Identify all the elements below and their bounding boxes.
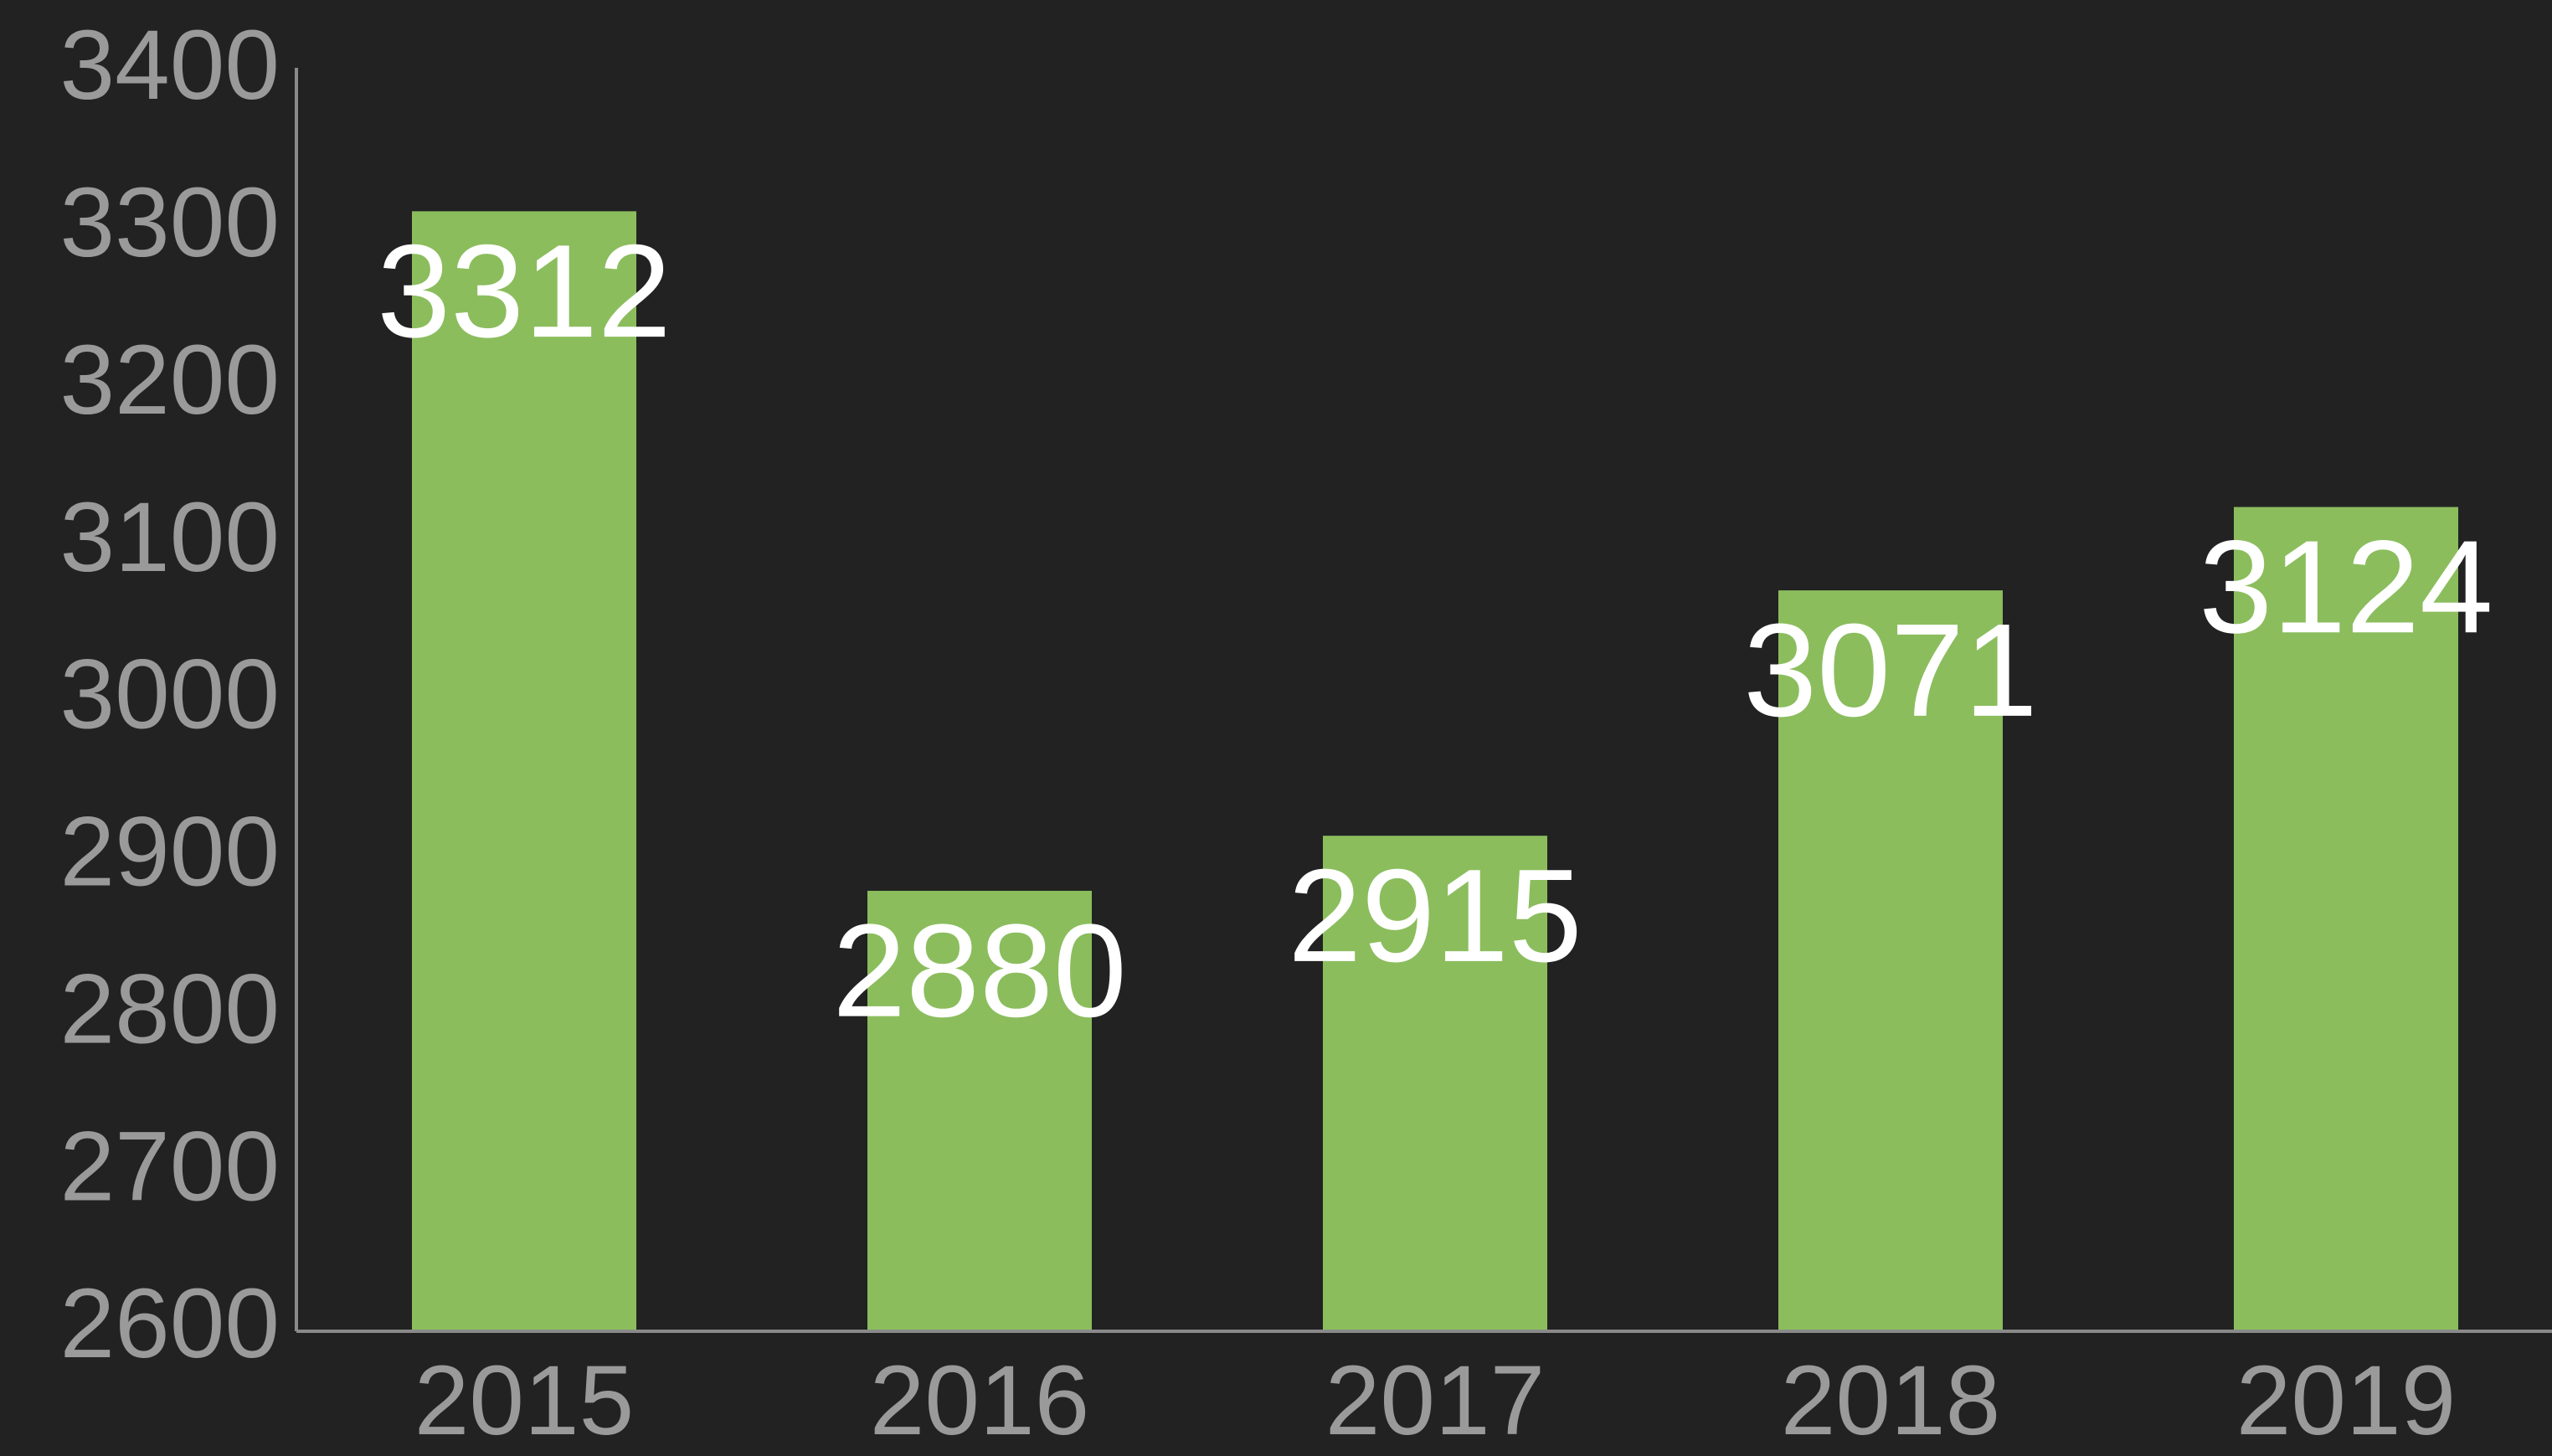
x-tick-label: 2016 [870,1345,1090,1456]
y-tick-label: 3400 [59,10,280,121]
data-label: 3312 [377,218,671,365]
bar [1323,836,1547,1331]
bar [2234,507,2458,1331]
y-tick-label: 2900 [59,797,280,908]
y-tick-label: 3100 [59,482,280,593]
data-label: 3071 [1743,597,2038,744]
bar [412,211,636,1332]
data-label: 2915 [1288,842,1582,990]
x-tick-label: 2019 [2236,1345,2457,1456]
y-tick-label: 3000 [59,640,280,750]
bar [1778,590,2003,1331]
y-tick-label: 2800 [59,954,280,1064]
x-tick-label: 2018 [1781,1345,2001,1456]
x-tick-label: 2017 [1325,1345,1546,1456]
y-tick-label: 2600 [59,1268,280,1379]
bar [867,890,1092,1331]
y-tick-label: 3300 [59,167,280,278]
y-tick-label: 2700 [59,1111,280,1222]
x-tick-label: 2015 [414,1345,635,1456]
data-label: 2880 [832,898,1127,1045]
data-label: 3124 [2199,513,2493,661]
y-tick-label: 3200 [59,325,280,435]
